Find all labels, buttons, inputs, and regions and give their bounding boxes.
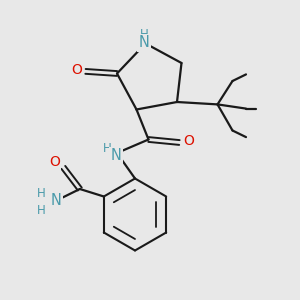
- Text: N: N: [139, 35, 149, 50]
- Text: N: N: [50, 193, 61, 208]
- Text: H: H: [37, 203, 46, 217]
- Text: H: H: [37, 187, 46, 200]
- Text: H: H: [103, 142, 112, 155]
- Text: N: N: [111, 148, 122, 164]
- Text: H: H: [140, 28, 148, 41]
- Text: O: O: [71, 63, 82, 77]
- Text: O: O: [49, 155, 60, 169]
- Text: O: O: [183, 134, 194, 148]
